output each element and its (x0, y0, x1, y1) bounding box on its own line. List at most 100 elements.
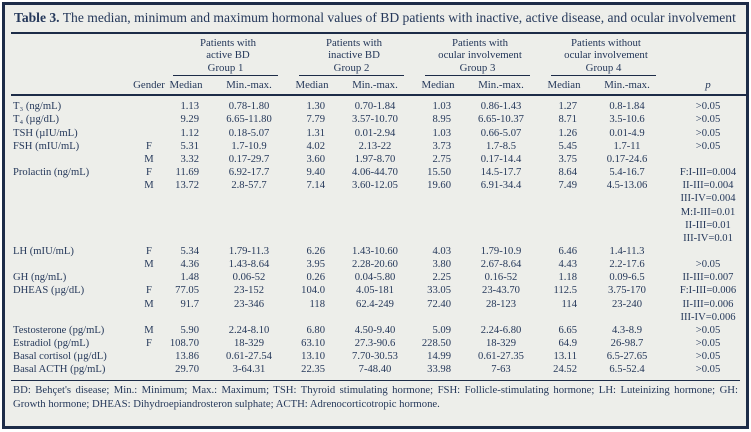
group2-minmax-cell: 0.04-5.80 (354, 272, 396, 284)
table-row: III-IV=0.01 (11, 232, 746, 245)
group3-minmax-cell: 28-123 (485, 298, 516, 310)
group4-minmax-cell (585, 192, 669, 205)
gender-cell (133, 192, 165, 205)
gender-cell (133, 95, 165, 113)
p-value-cell: F:I-III=0.006 (679, 285, 737, 297)
group3-median-cell (417, 311, 459, 324)
minmax-column-header: Min.-max. (333, 76, 417, 97)
group3-median-cell (417, 192, 459, 205)
group1-median-cell: 1.13 (180, 101, 199, 113)
table-row: DHEAS (µg/dL) F 77.05 23-152 104.0 4.05-181 33… (11, 284, 746, 297)
hormone-label (11, 179, 133, 192)
group4-median-cell: 5.45 (558, 140, 577, 152)
group1-median-cell (165, 219, 207, 232)
table-number-label: Table 3. (14, 10, 60, 25)
group4-minmax-cell: 0.17-24.6 (606, 153, 648, 165)
group2-median-cell: 13.10 (301, 351, 325, 363)
group2-median-cell: 104.0 (301, 285, 325, 297)
group4-minmax-cell: 26-98.7 (610, 338, 644, 350)
median-column-header: Median (543, 76, 585, 97)
group1-minmax-cell: 1.43-8.64 (228, 259, 270, 271)
group3-minmax-cell: 14.5-17.7 (480, 167, 522, 179)
group3-median-cell: 4.03 (432, 246, 451, 257)
group3-minmax-cell: 2.67-8.64 (480, 259, 522, 271)
spacer-cell (11, 33, 133, 77)
group3-median-cell: 1.03 (432, 127, 451, 139)
group2-minmax-cell: 4.06-44.70 (352, 167, 398, 179)
group4-median-cell: 6.46 (558, 246, 577, 257)
group4-median-cell: 1.26 (558, 127, 577, 139)
gender-column-header: Gender (133, 76, 165, 97)
spacer-cell (669, 33, 746, 77)
group1-median-cell: 13.72 (175, 180, 199, 192)
group4-minmax-cell: 5.4-16.7 (609, 167, 645, 179)
group4-median-cell (543, 192, 585, 205)
group1-minmax-cell: 1.79-11.3 (228, 246, 270, 257)
group2-median-cell: 1.30 (306, 101, 325, 113)
group2-minmax-cell: 7-48.40 (358, 364, 392, 376)
group3-minmax-cell: 7-63 (491, 364, 511, 376)
group3-median-cell: 14.99 (427, 351, 451, 363)
group2-minmax-cell: 4.50-9.40 (354, 324, 396, 336)
group4-median-cell (543, 311, 585, 324)
table-row: Testosterone (pg/mL) M 5.90 2.24-8.10 6.80 4.… (11, 324, 746, 337)
gender-cell: F (146, 167, 152, 179)
group2-median-cell: 3.60 (306, 153, 325, 165)
gender-cell: M (144, 298, 154, 310)
gender-cell (133, 232, 165, 245)
group3-line2: ocular involvement (438, 49, 522, 62)
group4-minmax-cell: 4.5-13.06 (606, 180, 648, 192)
group1-line1: Patients with (199, 36, 257, 49)
group3-line3: Group 3 (425, 62, 530, 77)
group2-line2: inactive BD (328, 49, 380, 62)
group1-minmax-cell: 23-152 (233, 285, 264, 297)
group2-median-cell (291, 192, 333, 205)
group3-median-cell: 2.25 (432, 272, 451, 284)
table-row: III-IV=0.006 (11, 311, 746, 324)
p-value-cell: >0.05 (695, 140, 721, 152)
group4-median-cell (543, 206, 585, 219)
group3-minmax-cell (459, 192, 543, 205)
group2-minmax-cell: 3.60-12.05 (352, 180, 398, 192)
group4-median-cell: 1.27 (558, 101, 577, 113)
group2-minmax-cell: 1.97-8.70 (354, 153, 396, 165)
hormone-label: Estradiol (pg/mL) (13, 338, 90, 350)
table-row: II-III=0.01 (11, 219, 746, 232)
gender-cell: F (146, 246, 152, 257)
p-value-cell: II-III=0.004 (682, 180, 734, 192)
group4-minmax-cell (585, 311, 669, 324)
group4-minmax-cell: 3.5-10.6 (609, 114, 645, 126)
table-row: Basal ACTH (pg/mL) 29.70 3-64.31 22.35 7-48.… (11, 363, 746, 376)
group4-median-cell: 64.9 (558, 338, 577, 350)
group4-minmax-cell: 3.75-170 (608, 285, 646, 297)
hormone-label (11, 298, 133, 311)
group3-minmax-cell: 18-329 (485, 338, 516, 350)
median-column-header: Median (165, 76, 207, 97)
group3-median-cell: 3.80 (432, 259, 451, 271)
table-title: Table 3. The median, minimum and maximum… (11, 5, 740, 32)
p-value-cell: M:I-III=0.01 (680, 206, 736, 218)
group2-median-cell: 7.79 (306, 114, 325, 126)
group1-median-cell: 77.05 (175, 285, 199, 297)
group2-median-cell (291, 219, 333, 232)
group1-median-cell: 4.36 (180, 259, 199, 271)
gender-cell: M (144, 259, 154, 271)
group3-minmax-cell (459, 232, 543, 245)
minmax-column-header: Min.-max. (459, 76, 543, 97)
median-column-header: Median (417, 76, 459, 97)
group1-line2: active BD (206, 49, 250, 62)
group3-median-cell: 2.75 (432, 153, 451, 165)
table-title-text: The median, minimum and maximum hormonal… (62, 10, 736, 25)
group3-minmax-cell (459, 206, 543, 219)
group2-minmax-cell: 1.43-10.60 (352, 246, 398, 257)
gender-cell (133, 271, 165, 284)
group3-median-cell: 33.98 (427, 364, 451, 376)
group4-median-cell: 24.52 (553, 364, 577, 376)
group4-median-cell: 6.65 (558, 324, 577, 336)
group3-median-cell: 72.40 (427, 298, 451, 310)
group2-median-cell: 1.31 (306, 127, 325, 139)
group4-minmax-cell (585, 219, 669, 232)
group3-median-cell (417, 219, 459, 232)
hormone-label: T₃ (ng/mL) (13, 101, 62, 113)
